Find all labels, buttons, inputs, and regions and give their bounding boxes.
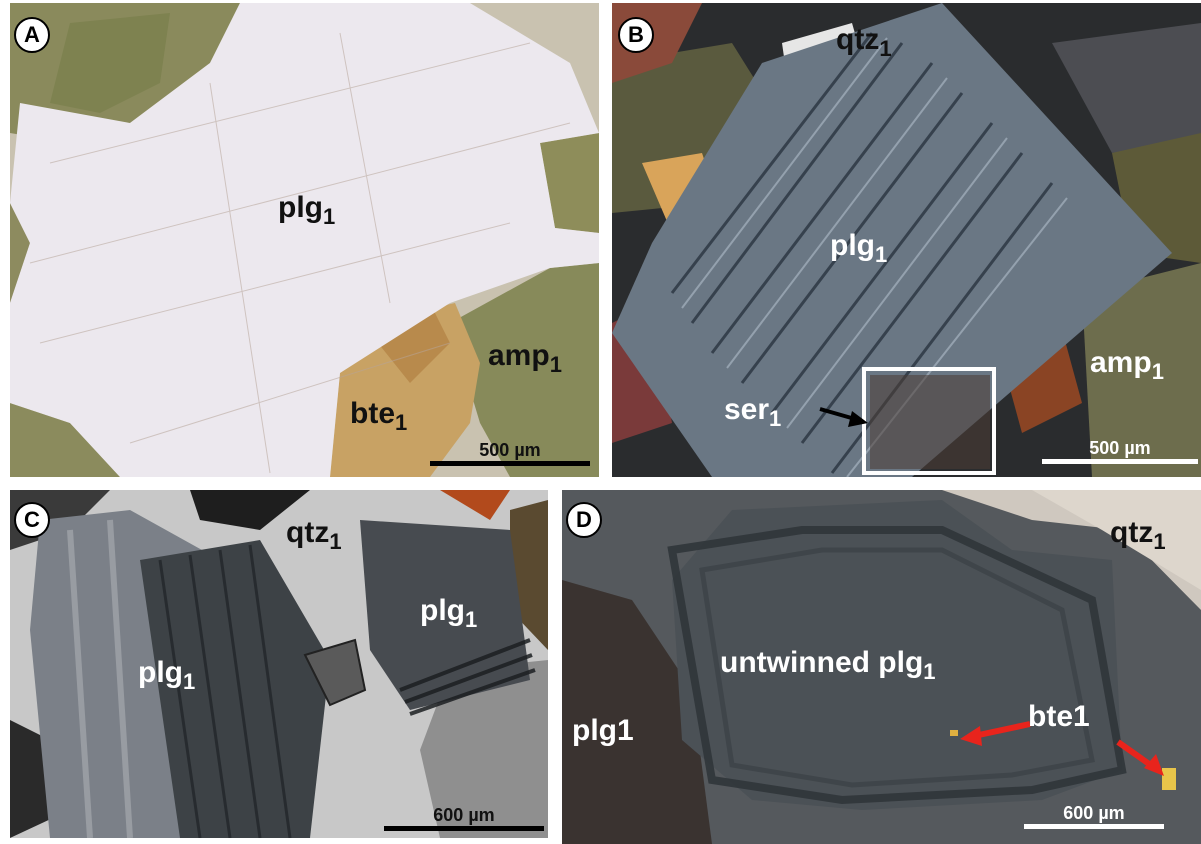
panel-a-label-amp-sub: 1: [549, 352, 562, 377]
panel-a-badge: A: [14, 17, 50, 53]
panel-a-scale-text: 500 µm: [479, 440, 541, 460]
panel-c-scale-text: 600 µm: [433, 805, 495, 825]
panel-b-label-plg-text: plg: [830, 229, 875, 262]
panel-a-label-plg-text: plg: [278, 191, 323, 224]
panel-d-label-qtz-text: qtz: [1110, 516, 1154, 549]
panel-d-label-plg: plg1: [572, 714, 634, 747]
panel-c-label-plg-left: plg1: [138, 656, 195, 693]
panel-d-badge: D: [566, 502, 602, 538]
panel-a-label-plg-sub: 1: [323, 204, 336, 229]
panel-b-label-plg-sub: 1: [875, 242, 888, 267]
panel-b-label-amp-text: amp: [1090, 346, 1152, 379]
panel-b-label-plg: plg1: [830, 229, 887, 266]
panel-d-label-qtz-sub: 1: [1153, 529, 1166, 554]
panel-a-label-amp: amp1: [488, 339, 562, 376]
panel-c-label-plg-left-sub: 1: [183, 669, 196, 694]
panel-c-micrograph: [10, 490, 548, 838]
panel-c-label-qtz-text: qtz: [286, 516, 330, 549]
panel-c-label-plg-left-text: plg: [138, 656, 183, 689]
panel-c-label-plg-right-sub: 1: [465, 607, 478, 632]
panel-d-label-bte: bte1: [1028, 700, 1090, 733]
panel-b-scale-bar: 500 µm: [1042, 439, 1198, 464]
panel-a-label-bte: bte1: [350, 397, 407, 434]
panel-d-label-untwinned: untwinned plg1: [720, 646, 936, 683]
panel-c-label-qtz-sub: 1: [329, 529, 342, 554]
panel-b-scale-text: 500 µm: [1089, 438, 1151, 458]
panel-c-label-qtz: qtz1: [286, 516, 342, 553]
panel-a: A plg1 amp1 bte1 500 µm: [10, 3, 599, 477]
panel-a-label-amp-text: amp: [488, 339, 550, 372]
panel-d: D qtz1 untwinned plg1 plg1 bte1 600 µm: [562, 490, 1201, 844]
panel-a-label-plg: plg1: [278, 191, 335, 228]
panel-b-label-ser: ser1: [724, 393, 781, 430]
panel-d-label-untwinned-text: untwinned plg: [720, 646, 924, 679]
panel-b-label-ser-sub: 1: [769, 406, 782, 431]
panel-d-label-qtz: qtz1: [1110, 516, 1166, 553]
panel-b-label-qtz-text: qtz: [836, 23, 880, 56]
panel-c-badge: C: [14, 502, 50, 538]
panel-b-badge: B: [618, 17, 654, 53]
panel-d-micrograph: [562, 490, 1201, 844]
panel-b-label-qtz: qtz1: [836, 23, 892, 60]
panel-d-red-arrows: [960, 721, 1164, 776]
panel-d-scale-text: 600 µm: [1063, 803, 1125, 823]
panel-a-label-bte-text: bte: [350, 397, 395, 430]
panel-b-label-amp-sub: 1: [1151, 359, 1164, 384]
panel-c-label-plg-right: plg1: [420, 594, 477, 631]
panel-b: B qtz1 plg1 amp1 ser1 500 µm: [612, 3, 1201, 477]
panel-b-label-amp: amp1: [1090, 346, 1164, 383]
panel-b-label-ser-text: ser: [724, 393, 770, 426]
panel-b-label-qtz-sub: 1: [879, 36, 892, 61]
panel-c-scale-line: [384, 826, 544, 831]
panel-d-scale-line: [1024, 824, 1164, 829]
panel-c: C qtz1 plg1 plg1 600 µm: [10, 490, 548, 838]
panel-d-label-untwinned-sub: 1: [923, 659, 936, 684]
panel-a-scale-line: [430, 461, 590, 466]
panel-a-label-bte-sub: 1: [395, 410, 408, 435]
panel-b-scale-line: [1042, 459, 1198, 464]
panel-a-scale-bar: 500 µm: [430, 441, 590, 466]
panel-d-scale-bar: 600 µm: [1024, 804, 1164, 829]
panel-c-label-plg-right-text: plg: [420, 594, 465, 627]
panel-b-micrograph: [612, 3, 1201, 477]
panel-c-scale-bar: 600 µm: [384, 806, 544, 831]
panel-a-micrograph: [10, 3, 599, 477]
